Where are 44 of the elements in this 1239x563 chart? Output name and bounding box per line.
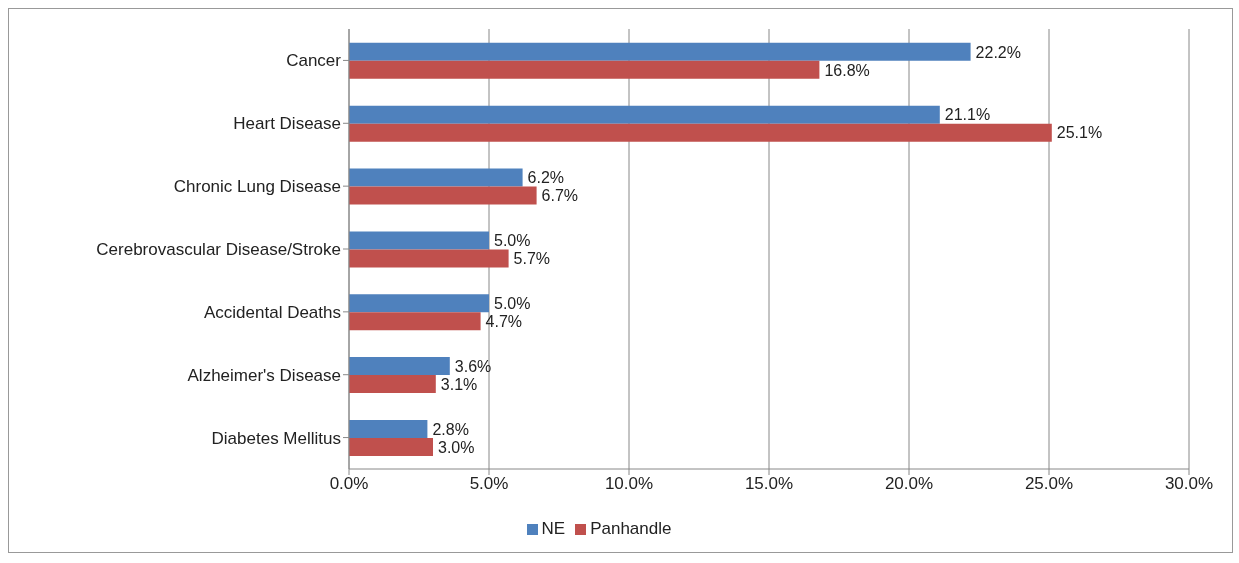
bar	[349, 42, 971, 61]
data-label: 6.2%	[527, 169, 565, 187]
x-tick-label: 5.0%	[469, 474, 509, 494]
data-label: 6.7%	[541, 187, 579, 205]
legend-label: NE	[541, 519, 566, 538]
bar	[349, 419, 428, 438]
y-tick-label: Cancer	[286, 51, 342, 71]
data-label: 16.8%	[824, 61, 870, 79]
y-tick-label: Accidental Deaths	[203, 302, 341, 322]
bar	[349, 105, 940, 124]
y-tick-label: Chronic Lung Disease	[173, 177, 341, 197]
y-tick-label: Cerebrovascular Disease/Stroke	[96, 240, 341, 260]
bar	[349, 437, 433, 456]
bar	[349, 375, 436, 394]
y-tick-label: Diabetes Mellitus	[211, 428, 341, 448]
data-label: 4.7%	[485, 312, 523, 330]
bar	[349, 123, 1052, 142]
data-label: 3.6%	[454, 357, 492, 375]
data-label: 5.7%	[513, 250, 551, 268]
bar	[349, 357, 450, 376]
bar	[349, 168, 523, 187]
data-label: 2.8%	[432, 420, 469, 438]
bar	[349, 231, 489, 250]
data-label: 5.0%	[494, 232, 531, 250]
legend-label: Panhandle	[590, 519, 672, 538]
data-label: 3.1%	[440, 375, 478, 393]
data-label: 3.0%	[438, 438, 475, 456]
x-tick-label: 30.0%	[1164, 474, 1214, 494]
data-label: 22.2%	[975, 43, 1021, 61]
bar	[349, 312, 481, 331]
data-label: 5.0%	[494, 294, 531, 312]
y-tick-label: Heart Disease	[233, 114, 341, 134]
bar	[349, 60, 820, 79]
x-tick-label: 0.0%	[329, 474, 369, 494]
x-tick-label: 10.0%	[604, 474, 654, 494]
x-tick-label: 15.0%	[744, 474, 794, 494]
y-tick-label: Alzheimer's Disease	[187, 365, 341, 385]
data-label: 25.1%	[1056, 124, 1103, 142]
bar	[349, 294, 489, 313]
x-tick-label: 20.0%	[884, 474, 934, 494]
bar	[349, 249, 509, 268]
bar	[349, 186, 537, 205]
data-label: 21.1%	[944, 106, 991, 124]
x-tick-label: 25.0%	[1024, 474, 1074, 494]
